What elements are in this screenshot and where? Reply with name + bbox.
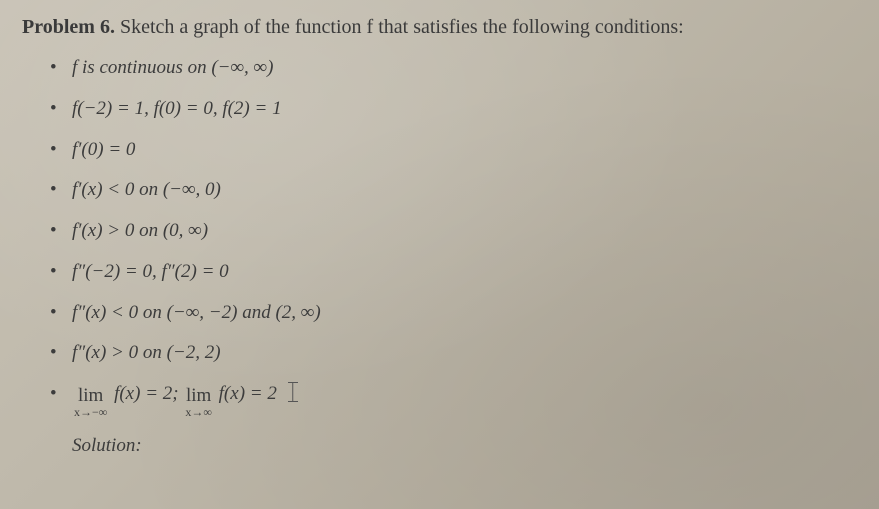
condition-5: f′(x) > 0 on (0, ∞) [50,219,857,243]
condition-3-text: f′(0) = 0 [72,139,135,160]
condition-1: f is continuous on (−∞, ∞) [50,56,857,80]
condition-2-text: f(−2) = 1, f(0) = 0, f(2) = 1 [72,98,282,119]
lim-sub-pos: x→∞ [185,406,212,418]
condition-7: f″(x) < 0 on (−∞, −2) and (2, ∞) [50,301,857,325]
text-cursor-icon [288,382,298,402]
limit-pos-infty: lim x→∞ [185,386,212,418]
lim-sub-neg: x→−∞ [74,406,107,418]
condition-4: f′(x) < 0 on (−∞, 0) [50,178,857,202]
lim-body-pos: f(x) = 2 [219,383,277,404]
lim-word-1: lim [74,386,107,405]
page-root: Problem 6. Sketch a graph of the functio… [0,0,879,457]
condition-5-text: f′(x) > 0 on (0, ∞) [72,220,208,241]
condition-6: f″(−2) = 0, f″(2) = 0 [50,260,857,284]
condition-9: lim x→−∞ f(x) = 2; lim x→∞ f(x) = 2 [50,382,857,418]
condition-2: f(−2) = 1, f(0) = 0, f(2) = 1 [50,97,857,121]
lim-body-neg: f(x) = 2; [114,383,179,404]
condition-1-text: f is continuous on (−∞, ∞) [72,57,273,78]
condition-4-text: f′(x) < 0 on (−∞, 0) [72,179,221,200]
conditions-list: f is continuous on (−∞, ∞) f(−2) = 1, f(… [50,56,857,418]
problem-header: Problem 6. Sketch a graph of the functio… [22,14,857,40]
condition-8-text: f″(x) > 0 on (−2, 2) [72,342,221,363]
condition-8: f″(x) > 0 on (−2, 2) [50,341,857,365]
limit-neg-infty: lim x→−∞ [74,386,107,418]
condition-6-text: f″(−2) = 0, f″(2) = 0 [72,261,229,282]
condition-7-text: f″(x) < 0 on (−∞, −2) and (2, ∞) [72,302,321,323]
problem-text: Sketch a graph of the function f that sa… [120,16,684,38]
problem-label: Problem 6. [22,16,115,38]
solution-label: Solution: [72,435,857,457]
lim-word-2: lim [185,386,212,405]
condition-3: f′(0) = 0 [50,138,857,162]
